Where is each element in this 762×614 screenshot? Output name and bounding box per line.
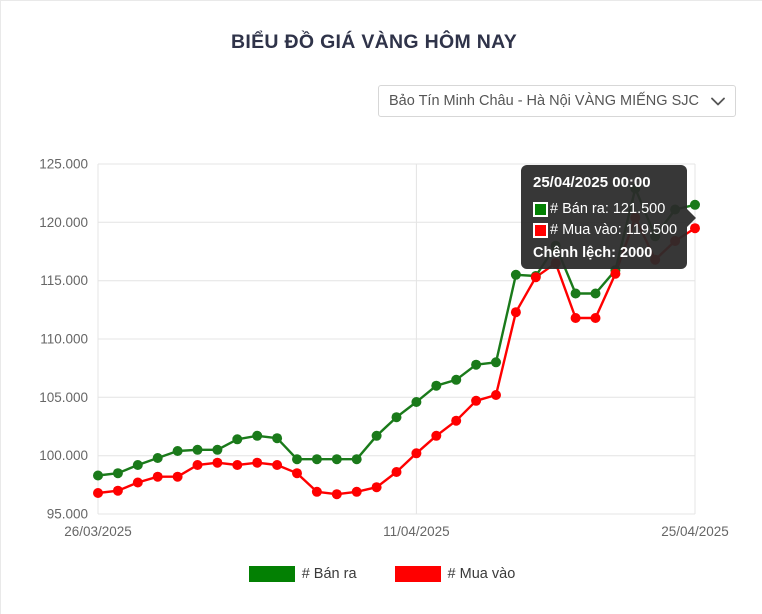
svg-text:95.000: 95.000	[47, 507, 88, 522]
svg-text:100.000: 100.000	[39, 448, 88, 463]
svg-text:115.000: 115.000	[40, 273, 88, 288]
svg-text:125.000: 125.000	[39, 157, 88, 172]
svg-text:25/04/2025: 25/04/2025	[661, 524, 729, 539]
svg-text:26/03/2025: 26/03/2025	[64, 524, 132, 539]
svg-text:110.000: 110.000	[40, 332, 88, 347]
svg-text:120.000: 120.000	[39, 215, 88, 230]
svg-text:105.000: 105.000	[39, 390, 88, 405]
svg-text:11/04/2025: 11/04/2025	[383, 524, 450, 539]
